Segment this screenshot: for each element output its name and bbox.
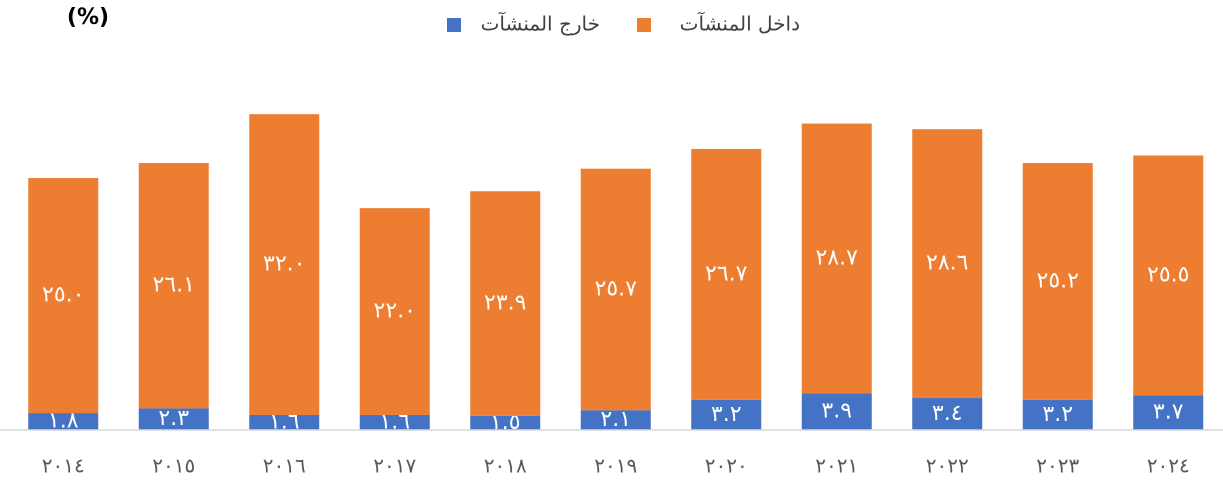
data-label: ٢.١ xyxy=(600,407,631,432)
bar-segment xyxy=(359,208,430,415)
bar-segment xyxy=(1022,163,1093,400)
bar-segment xyxy=(691,148,762,400)
data-label: ٢٦.٧ xyxy=(705,261,748,286)
data-label: ٢٣.٩ xyxy=(484,291,526,316)
data-label: ٢٢.٠ xyxy=(374,299,416,324)
bar-segment xyxy=(470,191,541,416)
bar-segment xyxy=(359,414,430,430)
x-tick-label: ٢٠٢٤ xyxy=(1147,454,1190,478)
x-tick-label: ٢٠١٨ xyxy=(484,454,527,478)
bar-segment xyxy=(28,413,99,430)
x-tick-label: ٢٠٢٢ xyxy=(926,454,969,478)
data-label: ٣.٢ xyxy=(711,402,742,427)
x-tick-label: ٢٠٢١ xyxy=(815,454,858,478)
data-label: ٢٥.٧ xyxy=(595,276,638,301)
bar-segment xyxy=(138,408,209,430)
data-label: ٢.٣ xyxy=(158,406,189,431)
bar-segment xyxy=(28,178,99,414)
chart-title: (%) xyxy=(67,5,109,30)
bar-segment xyxy=(801,123,872,394)
bar-segment xyxy=(138,163,209,409)
bar-segment xyxy=(691,399,762,430)
bar-segment xyxy=(912,129,983,399)
x-tick-label: ٢٠٢٣ xyxy=(1036,454,1079,478)
bar-segment xyxy=(1133,155,1204,396)
legend-swatch xyxy=(637,18,651,32)
bar-segment xyxy=(249,114,320,415)
data-label: ٣٢.٠ xyxy=(263,252,305,277)
data-label: ٢٦.١ xyxy=(153,273,195,298)
data-label: ٢٥.٥ xyxy=(1147,262,1189,287)
data-label: ٢٨.٧ xyxy=(816,245,859,270)
x-tick-label: ٢٠١٤ xyxy=(42,454,85,478)
bar-segment xyxy=(580,410,651,430)
legend-label: داخل المنشآت xyxy=(680,11,800,36)
x-tick-label: ٢٠١٧ xyxy=(373,454,416,478)
x-tick-label: ٢٠١٥ xyxy=(152,454,195,478)
bar-segment xyxy=(580,168,651,411)
data-label: ٢٥.٠ xyxy=(42,283,84,308)
bar-segment xyxy=(912,398,983,430)
bar-segment xyxy=(249,414,320,430)
bar-segment xyxy=(1133,395,1204,430)
x-tick-label: ٢٠٢٠ xyxy=(705,454,748,478)
bar-segment xyxy=(470,415,541,430)
bar-segment xyxy=(1022,399,1093,430)
data-label: ٣.٧ xyxy=(1153,400,1184,425)
data-label: ٢٨.٦ xyxy=(926,251,968,276)
bar-segment xyxy=(801,393,872,430)
data-label: ٣.٩ xyxy=(821,399,852,424)
legend-label: خارج المنشآت xyxy=(481,11,600,36)
data-label: ٣.٢ xyxy=(1042,402,1073,427)
x-tick-label: ٢٠١٦ xyxy=(263,454,306,478)
legend-swatch xyxy=(447,18,461,32)
data-label: ٢٥.٢ xyxy=(1037,268,1079,293)
x-tick-label: ٢٠١٩ xyxy=(594,454,637,478)
data-label: ٣.٤ xyxy=(932,401,963,426)
